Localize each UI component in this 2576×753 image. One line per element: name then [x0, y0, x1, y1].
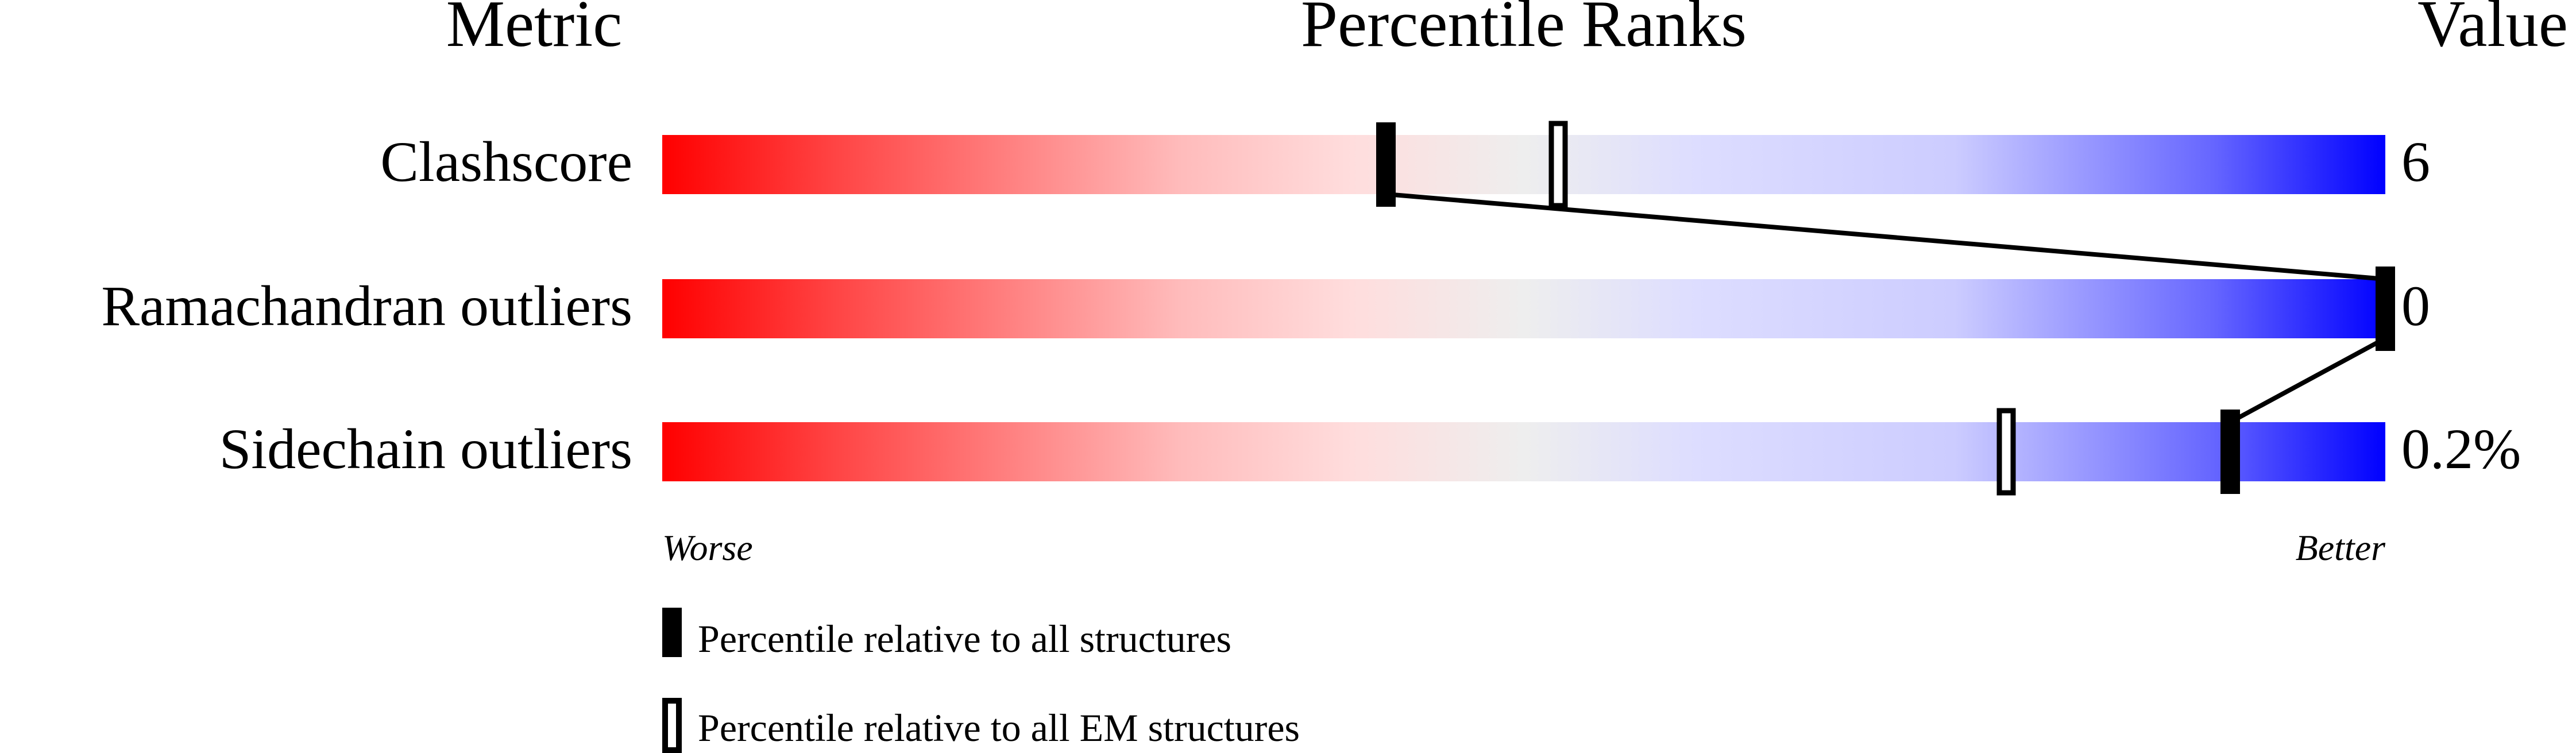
legend-label-all: Percentile relative to all structures — [698, 617, 1231, 661]
header-value: Value — [2417, 0, 2568, 60]
legend-marker-filled — [662, 608, 682, 657]
header-metric: Metric — [446, 0, 623, 60]
legend-label-em: Percentile relative to all EM structures — [698, 706, 1300, 750]
percentile-bar — [662, 422, 2385, 481]
header-percentile-ranks: Percentile Ranks — [1301, 0, 1747, 60]
connector-line — [2229, 336, 2386, 424]
legend-marker-open — [662, 698, 682, 753]
axis-label-worse: Worse — [662, 527, 753, 568]
metric-label: Ramachandran outliers — [101, 274, 632, 338]
connector-line — [1385, 192, 2386, 281]
metric-value: 0 — [2401, 274, 2430, 338]
metric-value: 6 — [2401, 130, 2430, 194]
metric-label: Clashscore — [380, 130, 632, 194]
percentile-bar — [662, 279, 2385, 338]
metric-label: Sidechain outliers — [219, 417, 632, 481]
marker-em-percentile — [1548, 121, 1568, 208]
metric-value: 0.2% — [2401, 417, 2521, 481]
axis-label-better: Better — [2296, 527, 2386, 568]
percentile-bar — [662, 135, 2385, 194]
marker-em-percentile — [1996, 408, 2016, 496]
marker-all-percentile — [2220, 410, 2240, 494]
